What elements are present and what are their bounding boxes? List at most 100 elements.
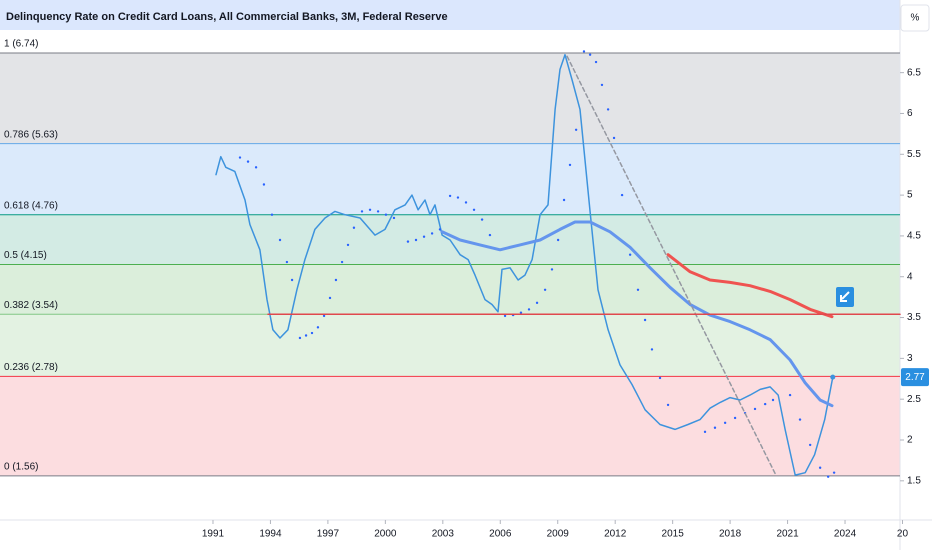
sar-dot — [488, 233, 492, 237]
fib-label: 0.236 (2.78) — [4, 362, 58, 373]
sar-dot — [472, 208, 476, 211]
sar-dot — [406, 240, 410, 243]
scale-button[interactable] — [900, 4, 930, 32]
header-band — [0, 0, 900, 30]
sar-dot — [588, 53, 592, 56]
fib-band — [0, 53, 900, 144]
series-line — [440, 220, 834, 408]
sar-dot — [456, 196, 460, 199]
sar-dot — [414, 238, 418, 242]
y-tick-label: 2 — [907, 435, 913, 446]
sar-dot — [628, 253, 632, 256]
fib-label: 0.5 (4.15) — [4, 250, 47, 261]
sar-dot — [556, 238, 560, 242]
sar-dot — [298, 336, 302, 340]
sar-dot — [666, 403, 670, 407]
x-tick-label: 1991 — [202, 529, 225, 540]
sar-dot — [574, 128, 578, 131]
fib-label: 0.618 (4.76) — [4, 200, 58, 211]
sar-dot — [818, 466, 822, 469]
sar-dot — [568, 163, 572, 167]
y-tick-label: 4.5 — [907, 231, 921, 242]
x-tick-label: 20 — [897, 529, 909, 540]
sar-dot — [519, 311, 523, 314]
fib-band — [0, 376, 900, 476]
sar-dot — [322, 314, 326, 318]
sar-dot — [535, 301, 539, 305]
sar-dot — [328, 296, 332, 300]
x-tick-label: 2015 — [662, 529, 685, 540]
fib-band — [0, 264, 900, 315]
sar-dot — [438, 228, 442, 231]
x-tick-label: 1994 — [259, 529, 282, 540]
sar-dot — [798, 418, 802, 421]
x-tick-label: 2024 — [834, 529, 857, 540]
x-tick-label: 2000 — [374, 529, 397, 540]
x-tick-label: 2012 — [604, 529, 627, 540]
scale-button-label[interactable]: % — [911, 13, 920, 24]
sar-dot — [733, 416, 737, 420]
y-tick-label: 5.5 — [907, 149, 921, 160]
sar-dot — [238, 156, 242, 159]
fib-label: 1 (6.74) — [4, 39, 38, 50]
sar-dot — [384, 213, 388, 216]
sar-dot — [832, 471, 836, 474]
x-tick-label: 2018 — [719, 529, 742, 540]
sar-dot — [594, 60, 598, 64]
sar-dot — [368, 208, 372, 211]
arrow-icon — [836, 287, 854, 307]
y-tick-label: 1.5 — [907, 475, 921, 486]
sar-dot — [600, 83, 604, 87]
sar-dot — [278, 238, 282, 242]
sar-dot — [650, 348, 654, 351]
x-tick-label: 2021 — [776, 529, 799, 540]
sar-dot — [606, 108, 610, 111]
last-point — [830, 374, 836, 380]
fib-label: 0.786 (5.63) — [4, 129, 58, 140]
sar-dot — [246, 160, 250, 163]
y-tick-label: 3.5 — [907, 312, 921, 323]
y-tick-label: 2.5 — [907, 394, 921, 405]
chart-title: Delinquency Rate on Credit Card Loans, A… — [6, 11, 448, 23]
sar-dot — [643, 318, 647, 322]
sar-dot — [376, 210, 380, 213]
sar-dot — [771, 398, 775, 402]
x-tick-label: 1997 — [317, 529, 340, 540]
sar-dot — [290, 278, 294, 282]
fib-bands — [0, 53, 900, 476]
sar-dot — [763, 402, 767, 406]
sar-dot — [713, 426, 717, 429]
sar-dot — [360, 210, 364, 213]
x-tick-label: 2006 — [489, 529, 512, 540]
sar-dot — [703, 430, 707, 434]
sar-dot — [753, 407, 757, 411]
x-tick-label: 2003 — [432, 529, 455, 540]
last-value-label: 2.77 — [905, 372, 925, 383]
sar-dot — [612, 136, 616, 140]
fib-label: 0 (1.56) — [4, 462, 38, 473]
sar-dot — [550, 268, 554, 271]
fib-band — [0, 314, 900, 377]
x-tick-label: 2009 — [547, 529, 570, 540]
sar-dot — [527, 308, 531, 311]
sar-dot — [788, 393, 792, 397]
sar-dot — [285, 260, 289, 264]
sar-dot — [808, 443, 812, 447]
series-line — [666, 253, 834, 319]
sar-dot — [346, 243, 350, 247]
arrow-icon-glyph — [840, 291, 850, 302]
y-tick-label: 6.5 — [907, 67, 921, 78]
sar-dot — [392, 216, 396, 220]
sar-dot — [620, 193, 624, 197]
sar-dot — [254, 166, 258, 169]
sar-dot — [826, 475, 830, 478]
sar-dot — [316, 326, 320, 329]
sar-dot — [262, 183, 266, 186]
fib-label: 0.382 (3.54) — [4, 300, 58, 311]
series-line — [215, 53, 834, 476]
y-tick-label: 3 — [907, 353, 913, 364]
sar-dot — [352, 226, 356, 229]
sar-dot — [310, 331, 314, 335]
y-tick-label: 6 — [907, 108, 913, 119]
